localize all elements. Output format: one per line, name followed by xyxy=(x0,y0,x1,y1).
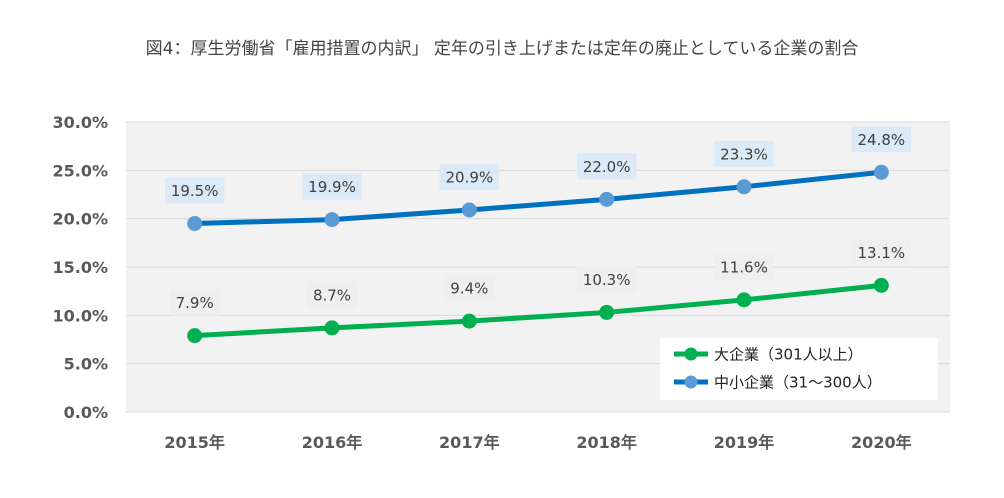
data-label: 11.6% xyxy=(720,258,768,276)
x-tick-label: 2019年 xyxy=(714,433,775,452)
data-point xyxy=(736,179,752,195)
y-tick-label: 15.0% xyxy=(52,258,108,277)
data-label: 10.3% xyxy=(583,271,631,289)
data-label: 7.9% xyxy=(176,294,214,312)
y-tick-label: 0.0% xyxy=(64,403,108,422)
y-tick-label: 30.0% xyxy=(52,113,108,132)
data-label: 19.9% xyxy=(308,178,356,196)
chart-title: 図4：厚生労働省「雇用措置の内訳」 定年の引き上げまたは定年の廃止としている企業… xyxy=(145,39,859,59)
y-tick-label: 10.0% xyxy=(52,306,108,325)
data-point xyxy=(187,216,203,231)
data-label-background xyxy=(714,140,774,167)
data-label-background xyxy=(164,177,225,204)
y-tick-label: 5.0% xyxy=(64,355,108,374)
data-label: 23.3% xyxy=(720,145,768,163)
x-tick-label: 2018年 xyxy=(576,433,637,452)
y-tick-label: 25.0% xyxy=(52,161,108,180)
data-label: 8.7% xyxy=(313,286,351,304)
legend-entry: 中小企業（31～300人） xyxy=(714,374,882,392)
data-point xyxy=(187,328,203,344)
x-tick-label: 2017年 xyxy=(439,433,500,452)
data-label-background xyxy=(851,239,912,266)
data-label-background xyxy=(851,126,912,153)
legend-marker xyxy=(684,375,698,389)
data-label-background xyxy=(576,266,637,293)
x-tick-label: 2016年 xyxy=(302,433,363,452)
legend-background xyxy=(660,338,938,400)
data-label-background xyxy=(307,281,357,308)
series-line xyxy=(192,169,884,226)
data-label: 13.1% xyxy=(858,244,906,262)
data-point xyxy=(461,202,477,218)
data-point xyxy=(599,191,615,207)
data-point xyxy=(873,164,889,180)
x-tick-label: 2015年 xyxy=(164,433,225,452)
data-label: 9.4% xyxy=(450,280,488,298)
data-label-background xyxy=(714,253,774,280)
x-tick-label: 2020年 xyxy=(851,433,912,452)
legend-entry: 大企業（301人以上） xyxy=(714,346,863,364)
series-line xyxy=(192,282,884,339)
data-label-background xyxy=(576,153,637,180)
legend-marker xyxy=(684,347,698,361)
data-point xyxy=(324,212,340,228)
data-point xyxy=(736,292,752,308)
y-tick-label: 20.0% xyxy=(52,210,108,229)
data-point xyxy=(461,313,477,329)
legend: 大企業（301人以上） 中小企業（31～300人） xyxy=(660,338,938,400)
data-point xyxy=(324,320,340,336)
data-label-background xyxy=(302,173,362,200)
data-label-background xyxy=(439,163,500,190)
data-point xyxy=(599,304,615,320)
data-label: 19.5% xyxy=(171,182,219,200)
data-label: 20.9% xyxy=(446,168,494,186)
data-label-background xyxy=(444,275,495,302)
data-point xyxy=(873,277,889,293)
data-label: 24.8% xyxy=(858,131,906,149)
data-label: 22.0% xyxy=(583,158,631,176)
data-label-background xyxy=(169,289,220,316)
